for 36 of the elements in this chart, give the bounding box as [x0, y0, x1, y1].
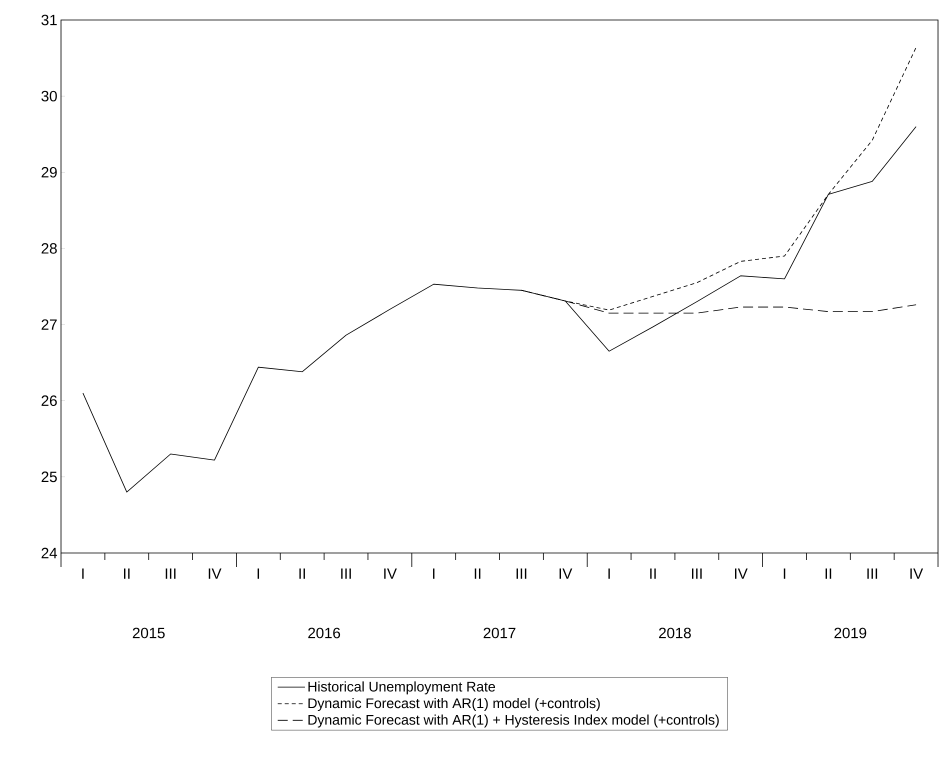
x-tick-label: III	[341, 568, 351, 579]
y-tick-label: 25	[42, 472, 57, 482]
x-tick-label: I	[82, 568, 84, 579]
legend-label: Historical Unemployment Rate	[308, 681, 496, 694]
x-tick-label: I	[258, 568, 260, 579]
x-tick-label: II	[124, 568, 130, 579]
text: 2017	[484, 628, 516, 638]
x-tick-label: IV	[208, 568, 222, 579]
x-tick-label: IV	[384, 568, 397, 579]
y-tick-label: 29	[42, 166, 57, 178]
x-tick-label: III	[516, 568, 526, 579]
text: 2018	[659, 628, 691, 638]
x-tick-label: II	[650, 568, 656, 579]
legend-label: Dynamic Forecast with AR(1) + Hysteresis Index model (+controls)	[308, 714, 719, 728]
text: 2019	[834, 628, 866, 638]
y-tick-label: 28	[42, 243, 57, 254]
x-tick-label: III	[166, 568, 176, 579]
x-tick-label: II	[299, 568, 305, 579]
y-tick-label: 26	[42, 395, 57, 406]
x-tick-label: I	[433, 568, 434, 579]
y-tick-label: 24	[42, 548, 58, 558]
x-tick-label: II	[474, 568, 480, 579]
y-tick-label: 27	[42, 319, 57, 330]
x-tick-label: IV	[560, 568, 572, 579]
x-tick-label: III	[692, 568, 702, 579]
x-tick-label: IV	[735, 568, 748, 579]
x-tick-label: II	[826, 568, 832, 579]
x-tick-label: I	[608, 568, 610, 579]
y-tick-label: 31	[41, 14, 57, 26]
text: 2016	[308, 628, 340, 638]
legend-label: Dynamic Forecast with AR(1) model (+controls)	[308, 698, 600, 711]
x-tick-label: III	[867, 568, 878, 579]
x-tick-label: IV	[910, 568, 924, 579]
x-tick-label: I	[784, 568, 786, 579]
text: 2015	[132, 628, 165, 638]
y-tick-label: 30	[41, 90, 57, 102]
